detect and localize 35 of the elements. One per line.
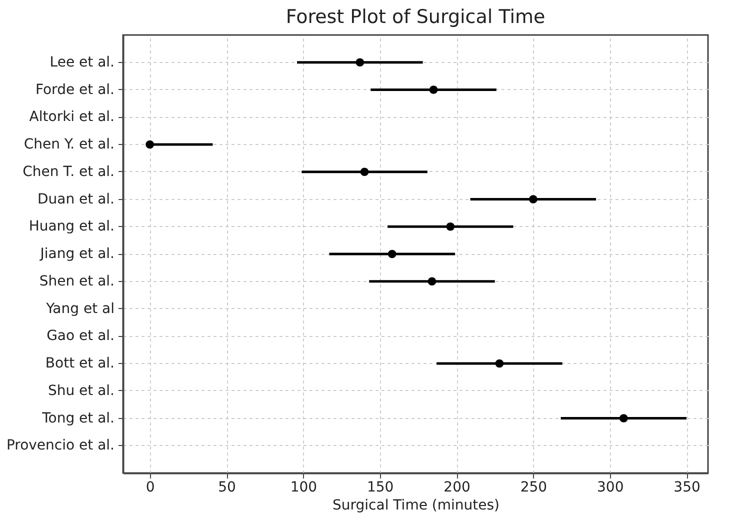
- x-axis-title: Surgical Time (minutes): [332, 498, 500, 514]
- point: [429, 86, 438, 94]
- x-tick-label: 150: [366, 480, 394, 496]
- x-tick-label: 300: [596, 480, 624, 496]
- y-tick-label: Bott et al.: [45, 356, 114, 372]
- y-tick-label: Huang et al.: [28, 218, 114, 235]
- y-tick-label: Tong et al.: [41, 410, 114, 426]
- x-tick-label: 100: [290, 480, 318, 496]
- y-tick-label: Gao et al.: [46, 328, 114, 344]
- y-tick-label: Chen T. et al.: [22, 164, 114, 180]
- chart-title: Forest Plot of Surgical Time: [286, 6, 546, 28]
- x-tick-label: 250: [520, 480, 548, 496]
- y-tick-label: Provencio et al.: [6, 438, 114, 454]
- x-tick-label: 350: [674, 480, 700, 496]
- y-tick-label: Shu et al.: [48, 382, 114, 399]
- point: [146, 140, 154, 149]
- point: [529, 195, 538, 204]
- y-tick-label: Jiang et al.: [39, 246, 114, 262]
- y-tick-label: Chen Y. et al.: [24, 136, 114, 152]
- point: [495, 359, 504, 368]
- point: [619, 414, 628, 422]
- x-tick-label: 0: [146, 480, 155, 496]
- y-tick-label: Lee et al.: [50, 54, 114, 70]
- y-tick-label: Yang et al: [45, 300, 114, 317]
- x-tick-label: 50: [218, 480, 236, 496]
- x-tick-label: 200: [444, 480, 470, 496]
- point: [356, 58, 364, 67]
- point: [446, 222, 455, 231]
- y-tick-label: Forde et al.: [35, 82, 114, 98]
- y-tick-label: Duan et al.: [37, 191, 114, 208]
- y-tick-label: Shen et al.: [39, 273, 114, 290]
- point: [388, 250, 396, 258]
- point: [360, 168, 369, 176]
- point: [428, 277, 436, 286]
- y-tick-label: Altorki et al.: [29, 109, 114, 126]
